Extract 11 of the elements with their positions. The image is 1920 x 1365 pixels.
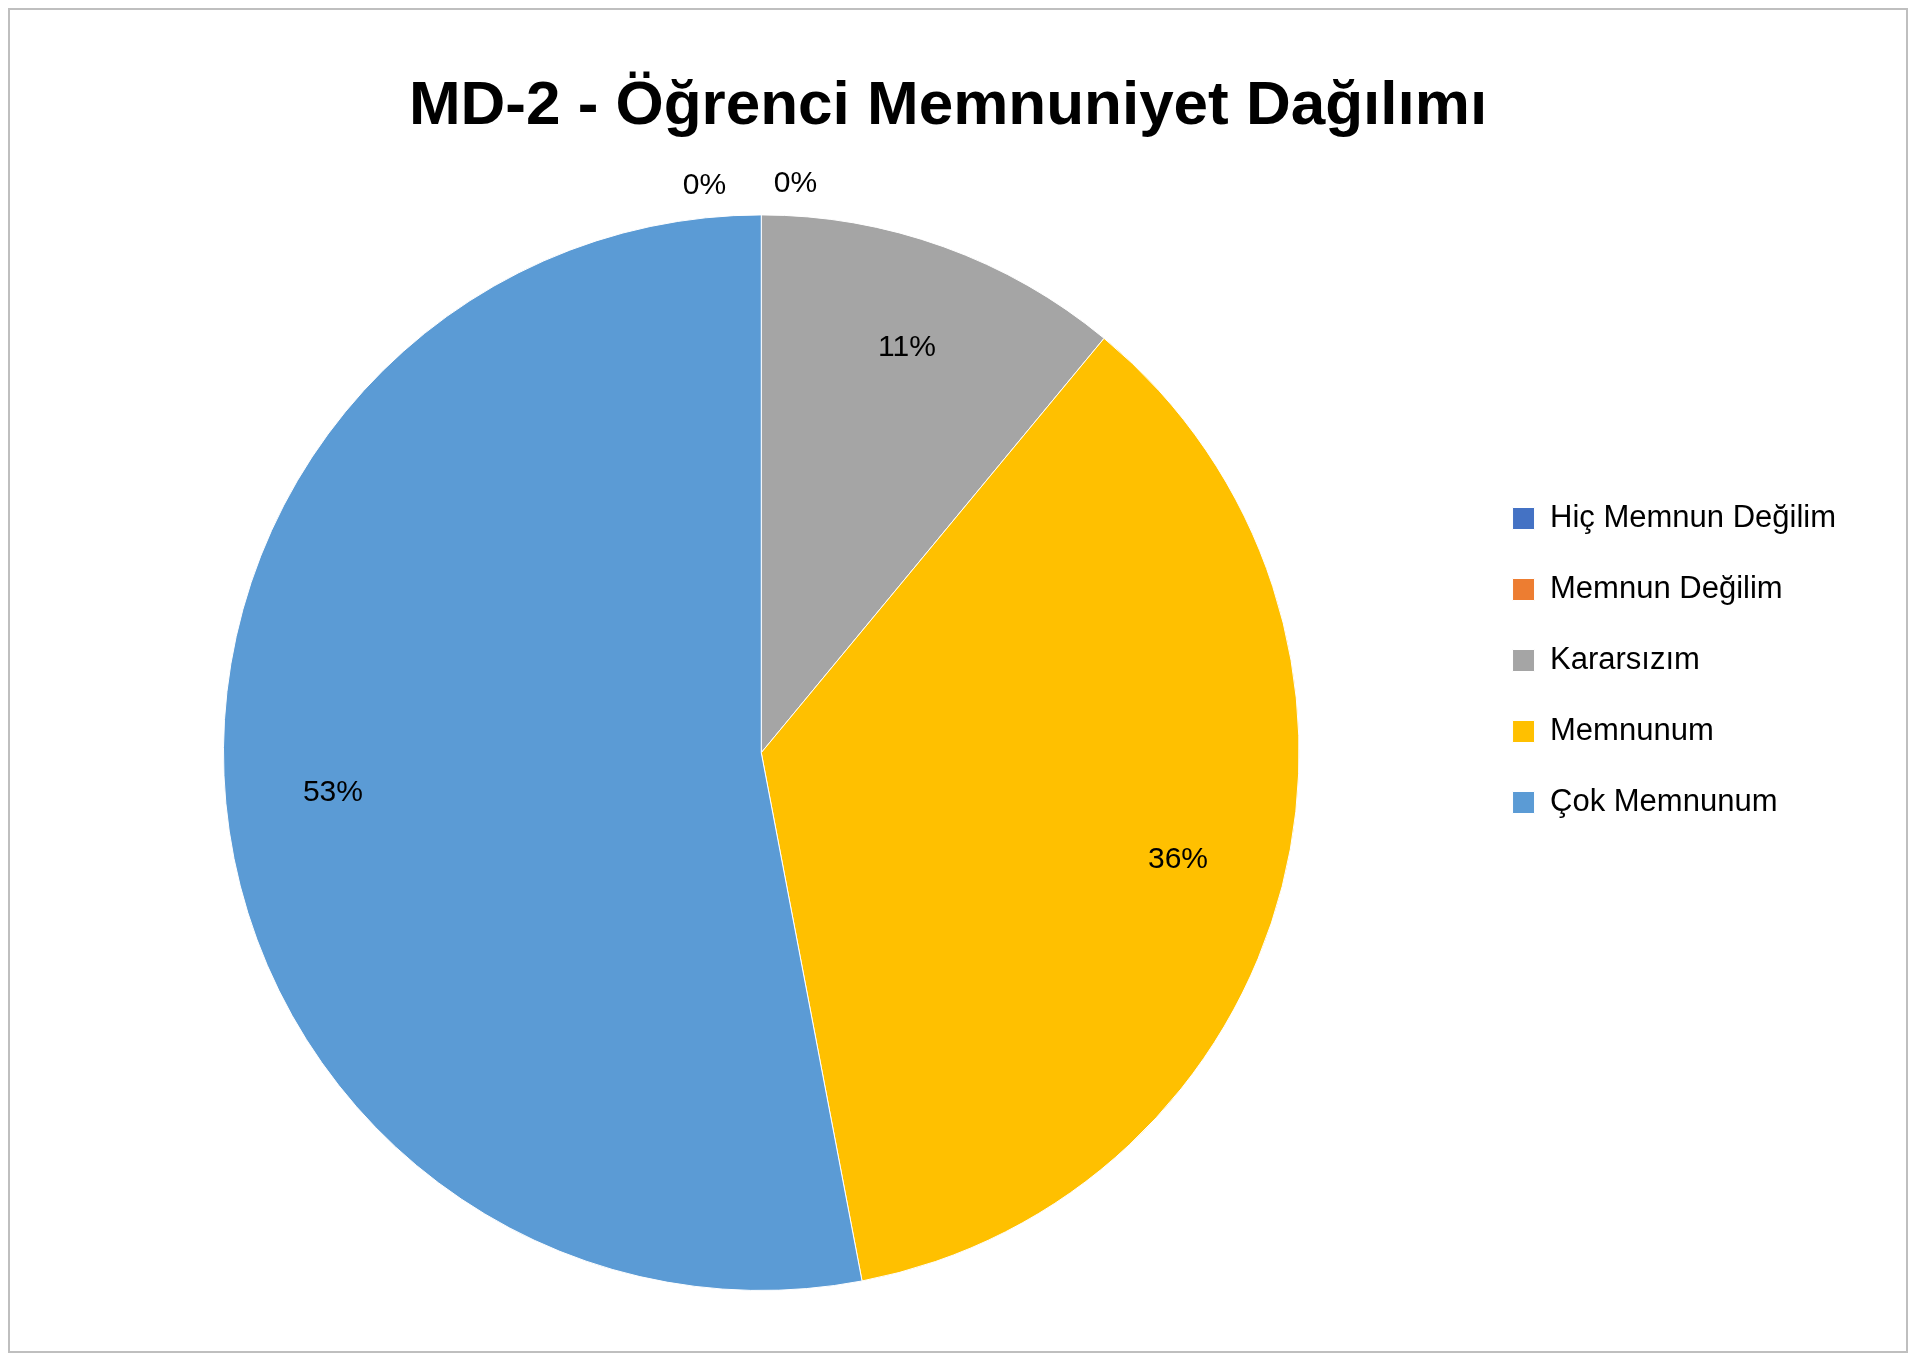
- legend-label: Memnun Değilim: [1550, 570, 1783, 606]
- legend-label: Hiç Memnun Değilim: [1550, 499, 1837, 535]
- text: 0%: [682, 167, 727, 201]
- legend-label: Kararsızım: [1550, 641, 1700, 677]
- data-label: 36%: [1147, 840, 1209, 874]
- legend-label: Memnunum: [1550, 712, 1714, 748]
- data-label: 11%: [878, 329, 936, 363]
- legend-label: Çok Memnunum: [1550, 783, 1778, 819]
- data-label: 53%: [302, 774, 363, 808]
- chart-title: MD-2 - Öğrenci Memnuniyet Dağılımı: [408, 68, 1488, 138]
- text: 0%: [773, 165, 818, 199]
